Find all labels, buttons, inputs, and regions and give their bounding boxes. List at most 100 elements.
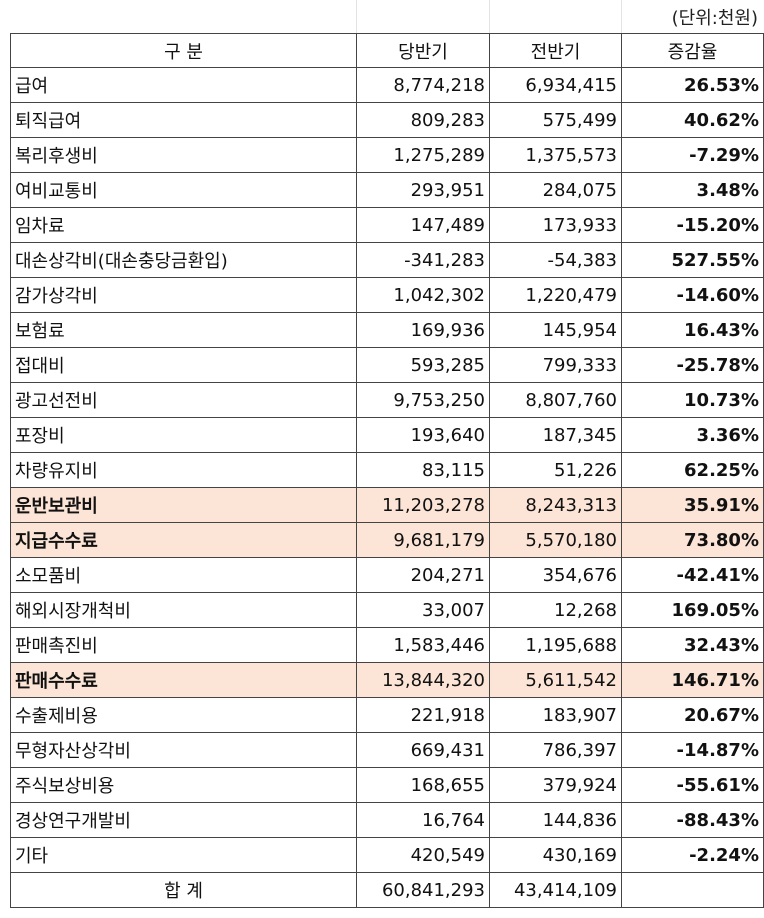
cell: -14.60% — [621, 277, 764, 313]
cell: 32.43% — [621, 627, 764, 663]
cell: 73.80% — [621, 522, 764, 558]
table-row: 운반보관비 11,203,278 8,243,313 35.91% — [10, 487, 764, 523]
table-row: 해외시장개척비 33,007 12,268 169.05% — [10, 592, 764, 628]
empty-cell — [621, 872, 764, 908]
row-label: 여비교통비 — [10, 172, 357, 208]
cell: 379,924 — [489, 767, 622, 803]
cell: -2.24% — [621, 837, 764, 873]
row-label: 복리후생비 — [10, 137, 357, 173]
header-row: 구 분 당반기 전반기 증감율 — [10, 33, 764, 68]
cell: 5,570,180 — [489, 522, 622, 558]
grid-line — [621, 0, 622, 33]
cell: 35.91% — [621, 487, 764, 523]
cell: 173,933 — [489, 207, 622, 243]
cell: 10.73% — [621, 382, 764, 418]
grid-line — [489, 0, 490, 33]
cell: 593,285 — [356, 347, 490, 383]
total-row: 합 계 60,841,293 43,414,109 — [10, 872, 764, 908]
cell: 786,397 — [489, 732, 622, 768]
cell: 16.43% — [621, 312, 764, 348]
cell: 26.53% — [621, 67, 764, 103]
cell: 6,934,415 — [489, 67, 622, 103]
cell: 20.67% — [621, 697, 764, 733]
cell: 809,283 — [356, 102, 490, 138]
row-label: 포장비 — [10, 417, 357, 453]
header-cell: 당반기 — [356, 33, 490, 68]
row-label: 대손상각비(대손충당금환입) — [10, 242, 357, 278]
unit-note: (단위:천원) — [671, 8, 758, 29]
cell: 40.62% — [621, 102, 764, 138]
cell: 3.36% — [621, 417, 764, 453]
total-cell: 60,841,293 — [356, 872, 490, 908]
row-label: 판매촉진비 — [10, 627, 357, 663]
cell: 169.05% — [621, 592, 764, 628]
cell: 168,655 — [356, 767, 490, 803]
table-row: 광고선전비 9,753,250 8,807,760 10.73% — [10, 382, 764, 418]
cell: 183,907 — [489, 697, 622, 733]
cell: 8,243,313 — [489, 487, 622, 523]
header-cell: 증감율 — [621, 33, 764, 68]
row-label: 수출제비용 — [10, 697, 357, 733]
cell: -25.78% — [621, 347, 764, 383]
cell: 33,007 — [356, 592, 490, 628]
cell: -42.41% — [621, 557, 764, 593]
table-row: 대손상각비(대손충당금환입) -341,283 -54,383 527.55% — [10, 242, 764, 278]
cell: 12,268 — [489, 592, 622, 628]
table-row: 주식보상비용 168,655 379,924 -55.61% — [10, 767, 764, 803]
row-label: 접대비 — [10, 347, 357, 383]
cell: -15.20% — [621, 207, 764, 243]
cell: -14.87% — [621, 732, 764, 768]
cell: 1,583,446 — [356, 627, 490, 663]
cell: 13,844,320 — [356, 662, 490, 698]
total-label: 합 계 — [10, 872, 357, 908]
row-label: 판매수수료 — [10, 662, 357, 698]
cell: 799,333 — [489, 347, 622, 383]
row-label: 경상연구개발비 — [10, 802, 357, 838]
row-label: 퇴직급여 — [10, 102, 357, 138]
row-label: 광고선전비 — [10, 382, 357, 418]
grid-line — [356, 0, 357, 33]
cell: 204,271 — [356, 557, 490, 593]
header-cell: 구 분 — [10, 33, 357, 68]
row-label: 급여 — [10, 67, 357, 103]
cell: 1,275,289 — [356, 137, 490, 173]
table-row: 복리후생비 1,275,289 1,375,573 -7.29% — [10, 137, 764, 173]
row-label: 소모품비 — [10, 557, 357, 593]
cell: -54,383 — [489, 242, 622, 278]
cell: 420,549 — [356, 837, 490, 873]
cell: 575,499 — [489, 102, 622, 138]
table-row: 차량유지비 83,115 51,226 62.25% — [10, 452, 764, 488]
table-row: 수출제비용 221,918 183,907 20.67% — [10, 697, 764, 733]
table-row: 포장비 193,640 187,345 3.36% — [10, 417, 764, 453]
row-label: 차량유지비 — [10, 452, 357, 488]
cell: 430,169 — [489, 837, 622, 873]
cell: 9,753,250 — [356, 382, 490, 418]
row-label: 지급수수료 — [10, 522, 357, 558]
table-row: 퇴직급여 809,283 575,499 40.62% — [10, 102, 764, 138]
cell: 293,951 — [356, 172, 490, 208]
cell: 8,774,218 — [356, 67, 490, 103]
cell: 16,764 — [356, 802, 490, 838]
table-row: 무형자산상각비 669,431 786,397 -14.87% — [10, 732, 764, 768]
row-label: 보험료 — [10, 312, 357, 348]
table-row: 판매수수료 13,844,320 5,611,542 146.71% — [10, 662, 764, 698]
cell: -341,283 — [356, 242, 490, 278]
cell: 193,640 — [356, 417, 490, 453]
table-row: 접대비 593,285 799,333 -25.78% — [10, 347, 764, 383]
cell: 169,936 — [356, 312, 490, 348]
cell: 1,375,573 — [489, 137, 622, 173]
table-row: 소모품비 204,271 354,676 -42.41% — [10, 557, 764, 593]
cell: 146.71% — [621, 662, 764, 698]
table-row: 임차료 147,489 173,933 -15.20% — [10, 207, 764, 243]
cell: 5,611,542 — [489, 662, 622, 698]
total-cell: 43,414,109 — [489, 872, 622, 908]
row-label: 운반보관비 — [10, 487, 357, 523]
cell: 1,220,479 — [489, 277, 622, 313]
cell: 62.25% — [621, 452, 764, 488]
cell: 527.55% — [621, 242, 764, 278]
cell: 83,115 — [356, 452, 490, 488]
row-label: 무형자산상각비 — [10, 732, 357, 768]
cell: 221,918 — [356, 697, 490, 733]
cell: 145,954 — [489, 312, 622, 348]
